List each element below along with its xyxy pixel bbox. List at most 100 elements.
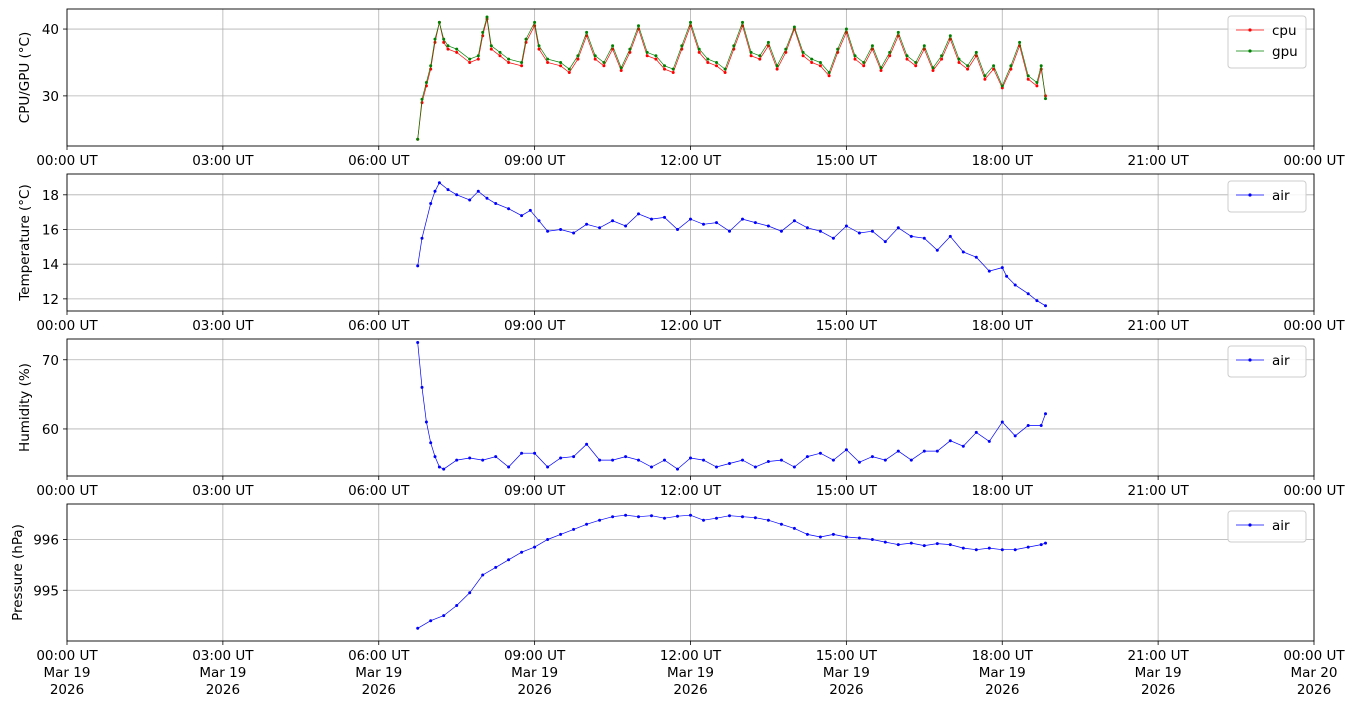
data-point <box>585 222 589 226</box>
x-tick-label: 15:00 UT <box>816 483 878 499</box>
data-point <box>416 137 420 141</box>
legend-label: gpu <box>1272 44 1298 60</box>
data-point <box>948 439 952 443</box>
series-gpu <box>416 15 1047 141</box>
x-date-label: Mar 19 <box>44 665 91 681</box>
x-date-label: Mar 19 <box>199 665 246 681</box>
data-point <box>697 50 701 54</box>
data-point <box>663 516 666 520</box>
x-tick-label: 03:00 UT <box>192 318 254 334</box>
legend: air <box>1227 510 1307 543</box>
y-tick-label: 40 <box>42 22 59 38</box>
data-point <box>429 202 433 205</box>
legend-marker <box>1248 49 1252 53</box>
data-point <box>476 57 480 61</box>
data-point <box>905 57 909 61</box>
data-point <box>741 20 744 24</box>
data-point <box>429 64 433 68</box>
data-point <box>494 455 498 459</box>
axes-frame <box>66 8 1315 147</box>
data-point <box>485 196 489 200</box>
data-point <box>524 37 528 41</box>
data-point <box>702 222 705 226</box>
data-point <box>779 229 783 233</box>
data-point <box>671 67 675 71</box>
data-point <box>1026 74 1030 78</box>
data-point <box>598 226 602 230</box>
x-tick-label: 18:00 UT <box>972 318 1034 334</box>
data-point <box>792 465 796 469</box>
data-point <box>572 231 576 235</box>
data-point <box>857 536 861 540</box>
series-line <box>417 18 1046 140</box>
y-tick-label: 18 <box>42 188 59 204</box>
data-point <box>676 514 679 518</box>
data-point <box>476 54 480 58</box>
data-point <box>966 67 970 71</box>
x-tick-label: 12:00 UT <box>660 483 722 499</box>
data-point <box>663 458 666 462</box>
x-date-label: Mar 19 <box>667 665 714 681</box>
data-point <box>948 234 952 238</box>
data-point <box>914 64 918 68</box>
data-point <box>931 66 935 70</box>
data-point <box>1000 420 1004 424</box>
data-point <box>489 44 493 48</box>
data-point <box>576 54 580 58</box>
data-point <box>455 47 459 51</box>
x-tick-label: 18:00 UT <box>972 153 1034 169</box>
data-point <box>520 64 524 68</box>
data-point <box>779 458 783 462</box>
data-point <box>572 455 576 459</box>
legend-box <box>1227 15 1307 69</box>
data-point <box>1013 283 1017 287</box>
data-point <box>940 57 944 61</box>
data-point <box>533 545 537 549</box>
legend-marker <box>1248 358 1252 362</box>
y-tick-label: 70 <box>42 353 59 369</box>
x-year-label: 2026 <box>829 682 863 698</box>
data-point <box>476 189 480 193</box>
data-point <box>818 64 822 68</box>
data-point <box>663 64 666 68</box>
data-point <box>455 193 459 197</box>
data-point <box>1044 304 1047 308</box>
legend: cpu gpu <box>1227 15 1307 69</box>
data-point <box>567 71 571 74</box>
data-point <box>1000 84 1004 88</box>
x-year-label: 2026 <box>206 682 240 698</box>
panel-2: 00:00 UT 03:00 UT 06:00 UT 09:00 UT 12:00 UT… <box>17 173 1345 334</box>
data-point <box>758 54 762 58</box>
data-point <box>766 518 770 522</box>
x-tick-label: 00:00 UT <box>1283 648 1345 664</box>
data-point <box>442 467 446 471</box>
data-point <box>974 430 978 434</box>
data-point <box>922 44 926 48</box>
x-year-label: 2026 <box>673 682 707 698</box>
data-point <box>537 47 541 51</box>
data-point <box>455 50 459 54</box>
data-point <box>602 61 606 64</box>
series-line <box>417 182 1046 307</box>
data-point <box>585 442 589 446</box>
data-point <box>481 30 485 34</box>
x-year-label: 2026 <box>1297 682 1331 698</box>
data-point <box>905 54 909 58</box>
x-tick-label: 03:00 UT <box>192 648 254 664</box>
data-point <box>507 558 511 562</box>
data-point <box>1044 97 1047 101</box>
data-point <box>507 61 511 64</box>
data-point <box>883 458 887 462</box>
x-tick-label: 00:00 UT <box>36 153 98 169</box>
data-point <box>520 61 524 64</box>
data-point <box>1035 299 1039 303</box>
x-year-label: 2026 <box>50 682 84 698</box>
data-point <box>611 219 615 223</box>
data-point <box>533 20 537 24</box>
x-tick-label: 03:00 UT <box>192 153 254 169</box>
data-point <box>455 458 459 462</box>
data-point <box>741 515 744 519</box>
data-point <box>992 64 996 68</box>
data-point <box>974 50 978 54</box>
data-point <box>1026 292 1030 296</box>
